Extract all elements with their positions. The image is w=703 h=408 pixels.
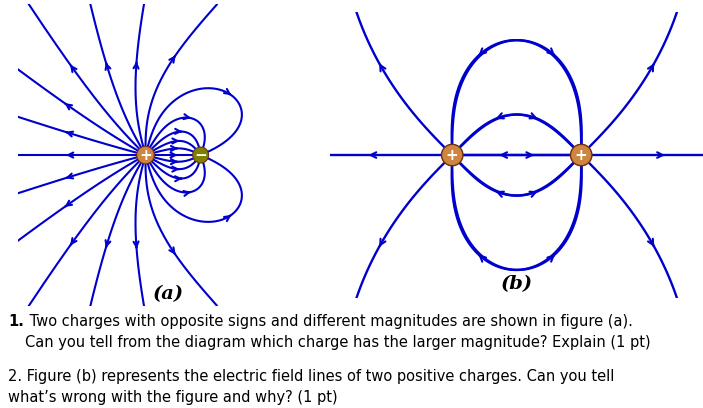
Circle shape	[572, 146, 591, 164]
Circle shape	[443, 146, 462, 164]
Circle shape	[570, 144, 592, 166]
Text: Two charges with opposite signs and different magnitudes are shown in figure (a): Two charges with opposite signs and diff…	[25, 314, 650, 350]
Text: (a): (a)	[153, 285, 184, 303]
Circle shape	[138, 147, 153, 162]
Text: 2. Figure (b) represents the electric field lines of two positive charges. Can y: 2. Figure (b) represents the electric fi…	[8, 369, 615, 405]
Text: +: +	[139, 148, 152, 162]
Circle shape	[194, 148, 207, 162]
Text: +: +	[446, 148, 458, 162]
Text: 1.: 1.	[8, 314, 25, 329]
Circle shape	[137, 146, 154, 164]
Text: −: −	[194, 148, 207, 162]
Text: (b): (b)	[501, 275, 533, 293]
Circle shape	[193, 147, 209, 163]
Text: +: +	[575, 148, 588, 162]
Circle shape	[441, 144, 463, 166]
